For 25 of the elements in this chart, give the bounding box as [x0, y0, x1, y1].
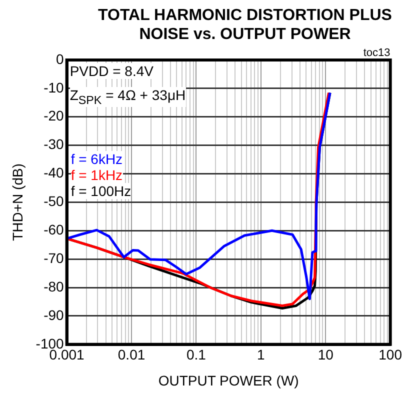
y-tick-label: -30: [44, 136, 64, 152]
y-tick-label: -80: [44, 278, 64, 294]
x-tick-label: 1: [257, 346, 266, 363]
y-tick-label: -50: [44, 193, 64, 210]
annotation: Z$_{SPK}$ = 4Ω + 33μH: [70, 87, 186, 107]
x-tick-label: 0.1: [186, 346, 206, 363]
text: toc13: [363, 47, 390, 59]
annotation: PVDD = 8.4V: [70, 63, 154, 79]
y-tick-label: 0: [56, 50, 64, 67]
y-tick-label: -90: [44, 306, 64, 323]
text: f = 100Hz: [70, 183, 132, 199]
y-tick-label: -70: [44, 250, 64, 266]
text: f = 6kHz: [70, 151, 123, 167]
y-axis-title: THD+N (dB): [9, 163, 26, 241]
y-tick-label: -100: [36, 335, 64, 352]
x-tick-label: 0.01: [118, 346, 146, 363]
chart-title: TOTAL HARMONIC DISTORTION PLUS NOISE vs. OUTPUT POWER: [97, 6, 393, 44]
x-tick-label: 100: [378, 346, 402, 363]
x-tick-label: 10: [318, 346, 334, 363]
y-tick-label: -10: [44, 79, 64, 96]
text: f = 1kHz: [70, 167, 123, 183]
y-tick-label: -20: [44, 108, 64, 124]
y-tick-label: -40: [44, 164, 64, 181]
y-tick-label: -60: [44, 222, 64, 238]
x-axis-title: OUTPUT POWER (W): [158, 372, 299, 388]
